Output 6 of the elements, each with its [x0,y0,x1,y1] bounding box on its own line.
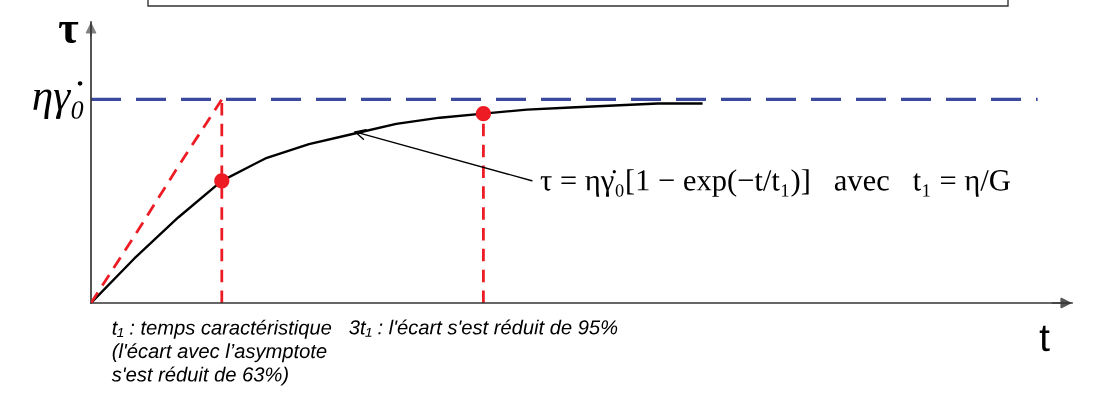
ref-line-label: ηγ̇₀ [33,81,84,119]
annotation: τ = ηγ̇₀[1 − exp(−t/t₁)] avec t₁ = η/G [540,169,1010,197]
y-axis-title: τ [59,22,79,43]
x-tick-label: 3t₁ : l'écart s'est réduit de 95% [349,319,618,337]
x-tick-label: t₁ : temps caractéristique (l'écart avec l’asymptote s'est réduit de 63%) [111,319,332,386]
x-axis-title: t [1039,325,1050,352]
